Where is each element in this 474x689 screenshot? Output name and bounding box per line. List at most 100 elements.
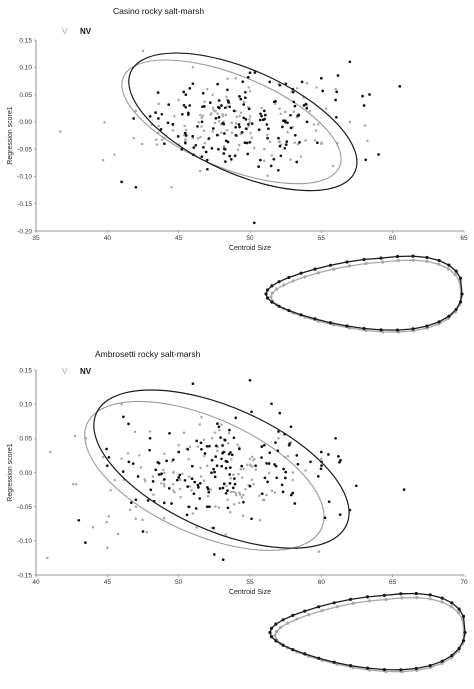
scatter-point [286, 455, 290, 458]
scatter-point [205, 158, 209, 162]
landmark-point [461, 614, 466, 619]
landmark-point [274, 622, 278, 626]
scatter-point [243, 90, 247, 94]
landmark-point [362, 257, 366, 262]
scatter-point [252, 221, 256, 225]
scatter-point [267, 127, 270, 131]
scatter-point [177, 450, 181, 454]
scatter-point [165, 459, 168, 463]
scatter-point [226, 77, 229, 80]
scatter-point [226, 105, 229, 108]
y-tick-label: 0.00 [19, 470, 32, 477]
scatter-point [227, 441, 230, 445]
scatter-point [228, 466, 232, 469]
scatter-point [159, 128, 163, 131]
scatter-point [143, 477, 146, 481]
scatter-point [336, 74, 340, 77]
scatter-point [230, 131, 234, 134]
scatter-point [270, 154, 274, 157]
scatter-point [208, 101, 212, 105]
scatter-point [334, 98, 337, 102]
landmark-point [275, 287, 279, 291]
scatter-point [304, 469, 307, 472]
scatter-point [260, 456, 263, 459]
scatter-point [223, 132, 226, 135]
scatter-point [184, 128, 188, 132]
landmark-point [282, 283, 286, 287]
scatter-point [250, 136, 253, 139]
scatter-point [212, 467, 215, 471]
landmark-point [274, 629, 278, 634]
scatter-point [218, 487, 222, 490]
scatter-point [101, 455, 105, 459]
scatter-point [134, 185, 138, 189]
landmark-point [317, 656, 321, 660]
scatter-point [260, 106, 263, 110]
scatter-point [262, 159, 266, 163]
scatter-point [361, 94, 364, 98]
x-axis-label: Centroid Size [229, 245, 271, 252]
landmark-point [286, 621, 290, 625]
landmark-point [411, 254, 415, 258]
scatter-point [179, 496, 182, 499]
scatter-point [354, 484, 358, 488]
scatter-point [289, 113, 292, 117]
scatter-point [162, 516, 166, 520]
scatter-point [182, 103, 186, 107]
scatter-point [190, 464, 194, 468]
scatter-point [224, 533, 228, 536]
scatter-point [105, 520, 108, 524]
scatter-point [320, 141, 323, 144]
scatter-point [296, 462, 300, 466]
scatter-point [113, 153, 116, 156]
landmark-point [428, 664, 432, 668]
x-tick-label: 40 [104, 235, 112, 242]
landmark-point [332, 601, 336, 605]
scatter-point [233, 482, 237, 486]
landmark-point [440, 659, 444, 663]
scatter-point [239, 132, 242, 136]
scatter-point [242, 467, 245, 471]
scatter-point [246, 75, 250, 79]
scatter-point [236, 148, 240, 151]
scatter-point [212, 109, 215, 112]
scatter-point [217, 99, 221, 102]
landmark-point [367, 668, 372, 672]
scatter-point [224, 160, 227, 163]
x-tick-label: 65 [389, 579, 397, 586]
scatter-point [206, 487, 210, 491]
x-tick-label: 55 [246, 579, 254, 586]
scatter-point [184, 139, 187, 142]
landmark-point [273, 633, 277, 638]
landmark-point [425, 324, 429, 328]
scatter-point [181, 472, 184, 475]
landmark-point [379, 328, 383, 332]
y-tick-label: -0.05 [17, 146, 32, 153]
landmark-point [365, 666, 370, 670]
scatter-point [207, 137, 211, 140]
y-tick-label: 0.05 [19, 92, 32, 99]
landmark-point [281, 618, 285, 622]
scatter-point [203, 141, 207, 145]
scatter-point [141, 49, 145, 53]
landmark-point [447, 314, 451, 318]
scatter-point [214, 444, 218, 448]
scatter-point [191, 512, 195, 515]
scatter-point [239, 468, 242, 471]
scatter-point [298, 141, 301, 144]
scatter-point [320, 464, 323, 467]
scatter-point [198, 481, 202, 485]
scatter-point [200, 120, 204, 124]
scatter-point [334, 87, 337, 91]
scatter-point [293, 104, 297, 108]
scatter-point [192, 146, 196, 149]
scatter-point [211, 130, 214, 133]
scatter-point [280, 483, 284, 487]
y-tick-label: 0.00 [19, 119, 32, 126]
scatter-point [120, 180, 123, 184]
scatter-point [308, 109, 311, 113]
scatter-point [230, 121, 234, 124]
scatter-point [212, 526, 215, 530]
landmark-point [349, 664, 353, 668]
scatter-point [289, 158, 292, 161]
